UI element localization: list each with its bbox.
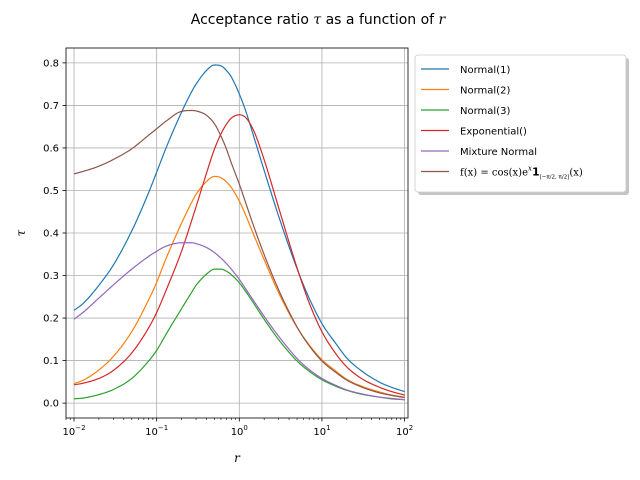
series-line-5 — [73, 109, 405, 399]
chart-title: Acceptance ratio τ as a function of r — [191, 12, 447, 28]
grid — [66, 48, 408, 418]
y-tick-label: 0.8 — [43, 58, 59, 69]
x-axis-label: r — [234, 451, 241, 465]
legend-label-2: Normal(3) — [460, 106, 510, 117]
series-line-3 — [73, 114, 405, 396]
series-line-2 — [73, 268, 405, 401]
series-line-4 — [73, 242, 405, 401]
series-line-1 — [73, 175, 405, 398]
legend-label-0: Normal(1) — [460, 65, 510, 76]
legend-label-1: Normal(2) — [460, 86, 510, 97]
legend-box — [414, 54, 627, 193]
y-tick-label: 0.1 — [43, 356, 59, 367]
y-tick-label: 0.4 — [43, 229, 59, 240]
x-tick-label: 100 — [231, 424, 248, 438]
y-tick-label: 0.7 — [43, 101, 59, 112]
legend-label-3: Exponential() — [460, 127, 527, 138]
x-tick-label: 10−1 — [145, 424, 168, 438]
y-tick-label: 0.3 — [43, 271, 59, 282]
legend-label-4: Mixture Normal — [460, 147, 537, 158]
legend: Normal(1) Normal(2) Normal(3) Exponential()… — [414, 54, 629, 195]
y-tick-label: 0.2 — [43, 314, 59, 325]
y-tick-label: 0.5 — [43, 186, 59, 197]
x-tick-label: 101 — [313, 424, 330, 438]
x-tick-label: 10−2 — [62, 424, 85, 438]
y-axis-label: τ — [14, 229, 28, 236]
series-line-0 — [73, 64, 405, 393]
y-tick-label: 0.6 — [43, 143, 59, 154]
y-tick-label: 0.0 — [43, 399, 59, 410]
axis-ticks: 10−2 10−1 100 101 102 0.0 0.1 0.2 0.3 0.4 0.5 0.6 0.… — [43, 58, 413, 438]
x-tick-label: 102 — [396, 424, 413, 438]
series-lines — [73, 64, 405, 401]
legend-label-5: f(x) = cos(x)ex1[−π/2, π/2](x) — [460, 165, 583, 181]
